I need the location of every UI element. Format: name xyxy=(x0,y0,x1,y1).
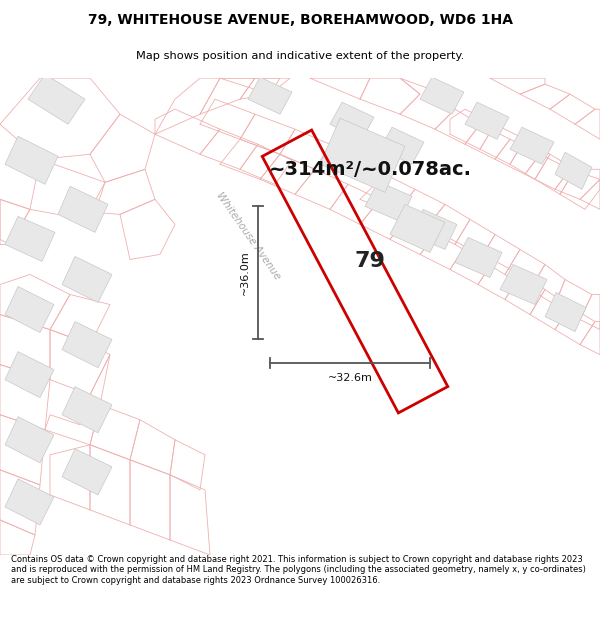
Polygon shape xyxy=(380,127,424,164)
Text: ~314m²/~0.078ac.: ~314m²/~0.078ac. xyxy=(269,160,472,179)
Polygon shape xyxy=(28,74,85,124)
Text: ~36.0m: ~36.0m xyxy=(240,250,250,295)
Polygon shape xyxy=(420,77,464,114)
Polygon shape xyxy=(62,322,112,368)
Text: Map shows position and indicative extent of the property.: Map shows position and indicative extent… xyxy=(136,51,464,61)
Polygon shape xyxy=(545,292,586,332)
Polygon shape xyxy=(330,102,374,139)
Polygon shape xyxy=(500,264,547,304)
Polygon shape xyxy=(465,102,509,139)
Polygon shape xyxy=(365,181,412,221)
Polygon shape xyxy=(62,387,112,432)
Polygon shape xyxy=(455,238,502,278)
Polygon shape xyxy=(5,216,55,261)
Polygon shape xyxy=(62,449,112,495)
Polygon shape xyxy=(5,286,54,332)
Polygon shape xyxy=(410,209,457,249)
Polygon shape xyxy=(5,479,54,525)
Polygon shape xyxy=(5,352,54,398)
Polygon shape xyxy=(390,204,445,252)
Polygon shape xyxy=(62,256,112,302)
Polygon shape xyxy=(555,152,592,189)
Text: Contains OS data © Crown copyright and database right 2021. This information is : Contains OS data © Crown copyright and d… xyxy=(11,555,586,585)
Text: ~32.6m: ~32.6m xyxy=(328,372,373,382)
Polygon shape xyxy=(510,127,554,164)
Polygon shape xyxy=(5,417,54,463)
Text: Whitehouse Avenue: Whitehouse Avenue xyxy=(214,191,282,282)
Polygon shape xyxy=(58,186,108,232)
Polygon shape xyxy=(320,118,405,192)
Polygon shape xyxy=(5,136,58,184)
Polygon shape xyxy=(248,77,292,114)
Text: 79: 79 xyxy=(355,251,385,271)
Text: 79, WHITEHOUSE AVENUE, BOREHAMWOOD, WD6 1HA: 79, WHITEHOUSE AVENUE, BOREHAMWOOD, WD6 … xyxy=(88,12,512,26)
